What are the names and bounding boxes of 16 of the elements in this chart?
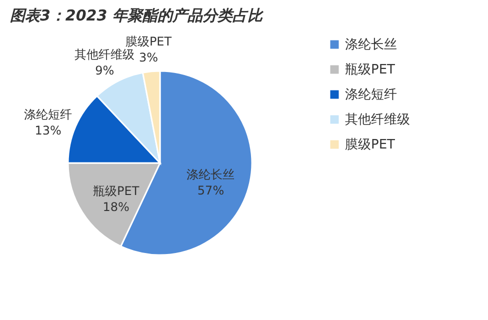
legend-label: 涤纶短纤 <box>345 88 397 102</box>
slice-label: 膜级PET <box>125 34 172 49</box>
legend-label: 其他纤维级 <box>345 112 410 128</box>
legend-label: 瓶级PET <box>345 62 396 78</box>
legend-label: 涤纶长丝 <box>345 38 397 52</box>
legend-label: 膜级PET <box>345 138 396 152</box>
data-label: 18% <box>102 200 130 214</box>
data-label: 13% <box>34 124 62 138</box>
data-label: 57% <box>197 183 224 198</box>
slice-label: 涤纶短纤 <box>24 108 72 122</box>
chart-title: 图表3：2023 年聚酯的产品分类占比 <box>10 6 264 25</box>
slice-label: 涤纶长丝 <box>186 167 235 182</box>
slice-label: 其他纤维级 <box>74 47 135 62</box>
slice-label: 瓶级PET <box>93 184 140 198</box>
data-label: 3% <box>138 50 158 65</box>
data-label: 9% <box>95 63 114 78</box>
